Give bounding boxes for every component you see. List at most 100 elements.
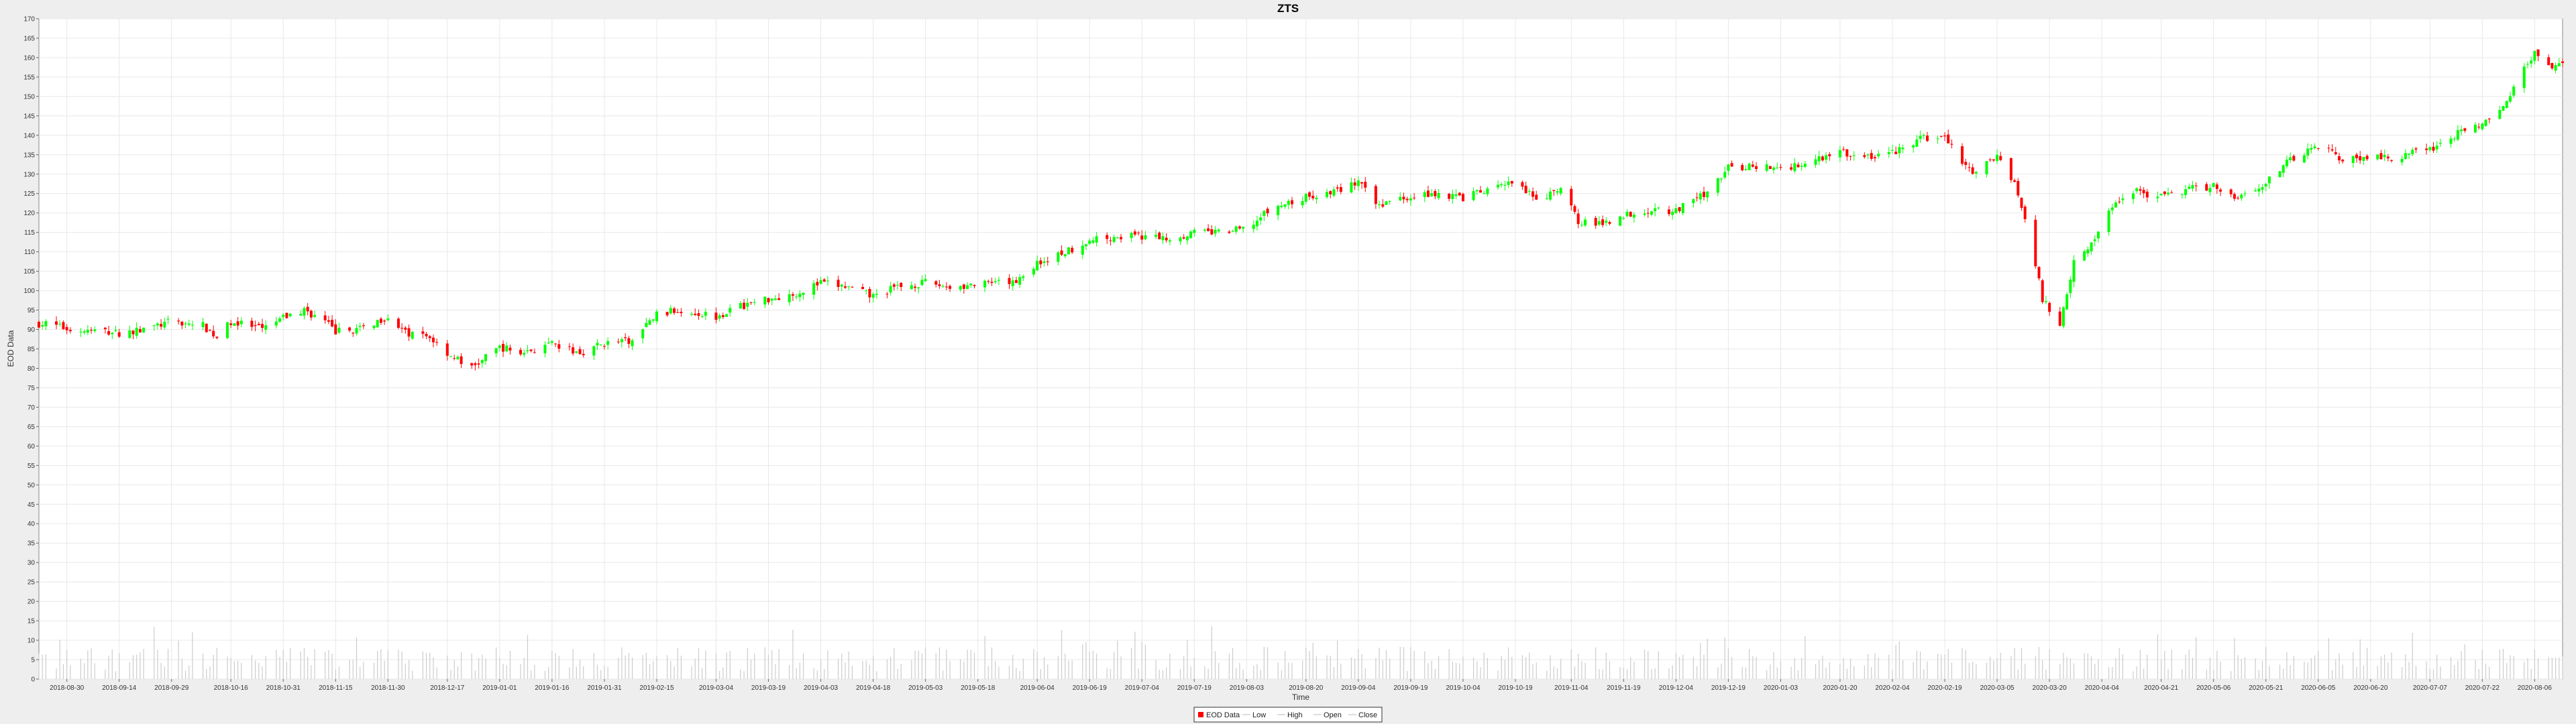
candle-body	[1925, 135, 1929, 141]
candle-body	[1545, 198, 1548, 200]
candle-body	[498, 345, 501, 348]
candle-body	[502, 343, 505, 352]
x-tick-label: 2020-08-06	[2518, 684, 2553, 692]
candle-body	[1559, 188, 1562, 194]
candle-body	[2264, 184, 2267, 187]
candle-body	[896, 285, 900, 286]
candle-body	[191, 324, 194, 326]
candle-body	[470, 363, 474, 366]
y-tick-label: 145	[23, 113, 35, 120]
candle-body	[1521, 182, 1524, 187]
candle-body	[572, 347, 575, 354]
candle-body	[2267, 176, 2271, 184]
candle-body	[288, 314, 292, 316]
candle-body	[1063, 254, 1067, 257]
candle-body	[1716, 178, 1719, 193]
y-tick-label: 20	[28, 599, 36, 606]
candle-body	[2017, 181, 2020, 196]
candle-body	[2505, 101, 2508, 109]
candle-body	[508, 347, 512, 351]
x-tick-label: 2018-09-29	[154, 684, 189, 692]
candle-body	[1584, 219, 1587, 226]
y-tick-label: 155	[23, 74, 35, 81]
candle-body	[2337, 156, 2341, 161]
candle-body	[2411, 149, 2414, 154]
candle-body	[2167, 192, 2170, 194]
y-tick-label: 55	[28, 463, 36, 470]
legend-close: Close	[1358, 711, 1377, 719]
candle-body	[1042, 261, 1046, 263]
candle-body	[2240, 194, 2243, 198]
candle-body	[2107, 210, 2110, 233]
candle-body	[2254, 190, 2257, 192]
candle-body	[1898, 147, 1901, 154]
candle-body	[2306, 148, 2310, 156]
candle-body	[1161, 236, 1165, 241]
candle-body	[1182, 237, 1185, 239]
candle-body	[1329, 191, 1332, 194]
legend-eod-data: EOD Data	[1206, 711, 1240, 719]
candle-body	[431, 337, 435, 343]
candle-body	[788, 294, 791, 302]
candle-body	[2316, 147, 2320, 149]
candle-body	[2362, 157, 2365, 162]
candle-body	[1283, 204, 1287, 207]
candle-body	[700, 316, 704, 317]
candle-body	[1922, 135, 1925, 136]
candle-body	[1315, 197, 1318, 200]
candle-body	[714, 312, 718, 320]
candle-body	[1266, 208, 1269, 214]
candle-body	[2121, 198, 2125, 200]
candle-body	[236, 321, 239, 326]
y-tick-label: 80	[28, 365, 36, 373]
candle-body	[1378, 204, 1381, 205]
candle-body	[44, 321, 48, 326]
x-tick-label: 2018-11-15	[319, 684, 353, 692]
candle-body	[871, 294, 875, 298]
x-tick-label: 2020-07-22	[2465, 684, 2500, 692]
candle-body	[1772, 167, 1776, 170]
candle-body	[655, 311, 658, 322]
candle-body	[435, 342, 439, 343]
candle-body	[2285, 160, 2288, 167]
candle-body	[2086, 249, 2090, 253]
candle-body	[1943, 135, 1947, 137]
candle-body	[1779, 167, 1782, 168]
candle-body	[2093, 239, 2096, 241]
x-tick-label: 2019-12-04	[1659, 684, 1694, 692]
candle-body	[261, 324, 264, 328]
candle-body	[2261, 187, 2264, 190]
candle-body	[2481, 123, 2484, 129]
x-tick-label: 2019-10-19	[1498, 684, 1533, 692]
x-tick-label: 2019-11-19	[1607, 684, 1641, 692]
x-tick-label: 2019-04-03	[804, 684, 839, 692]
candle-body	[355, 328, 358, 334]
candle-body	[177, 320, 180, 322]
x-tick-label: 2019-04-18	[856, 684, 891, 692]
candle-body	[606, 341, 610, 345]
candle-body	[138, 328, 142, 333]
candle-body	[1434, 191, 1437, 196]
candle-body	[1751, 164, 1754, 167]
candle-body	[2313, 146, 2316, 149]
candle-body	[1356, 180, 1360, 186]
candle-body	[1277, 205, 1280, 216]
candle-body	[962, 284, 965, 289]
candle-body	[1570, 188, 1573, 206]
candle-body	[987, 281, 990, 282]
candle-body	[1353, 182, 1356, 186]
candle-body	[1985, 161, 1988, 175]
candle-body	[1849, 156, 1852, 157]
candle-body	[449, 356, 452, 357]
candle-body	[2233, 194, 2236, 199]
candle-body	[407, 328, 411, 337]
candle-body	[1866, 154, 1870, 156]
candle-body	[526, 350, 529, 351]
candle-body	[1950, 143, 1953, 145]
candle-body	[819, 280, 822, 284]
candle-body	[2334, 152, 2337, 154]
candle-body	[1336, 187, 1339, 189]
candle-body	[2191, 185, 2194, 189]
candle-body	[111, 333, 114, 335]
candle-body	[2065, 294, 2069, 310]
